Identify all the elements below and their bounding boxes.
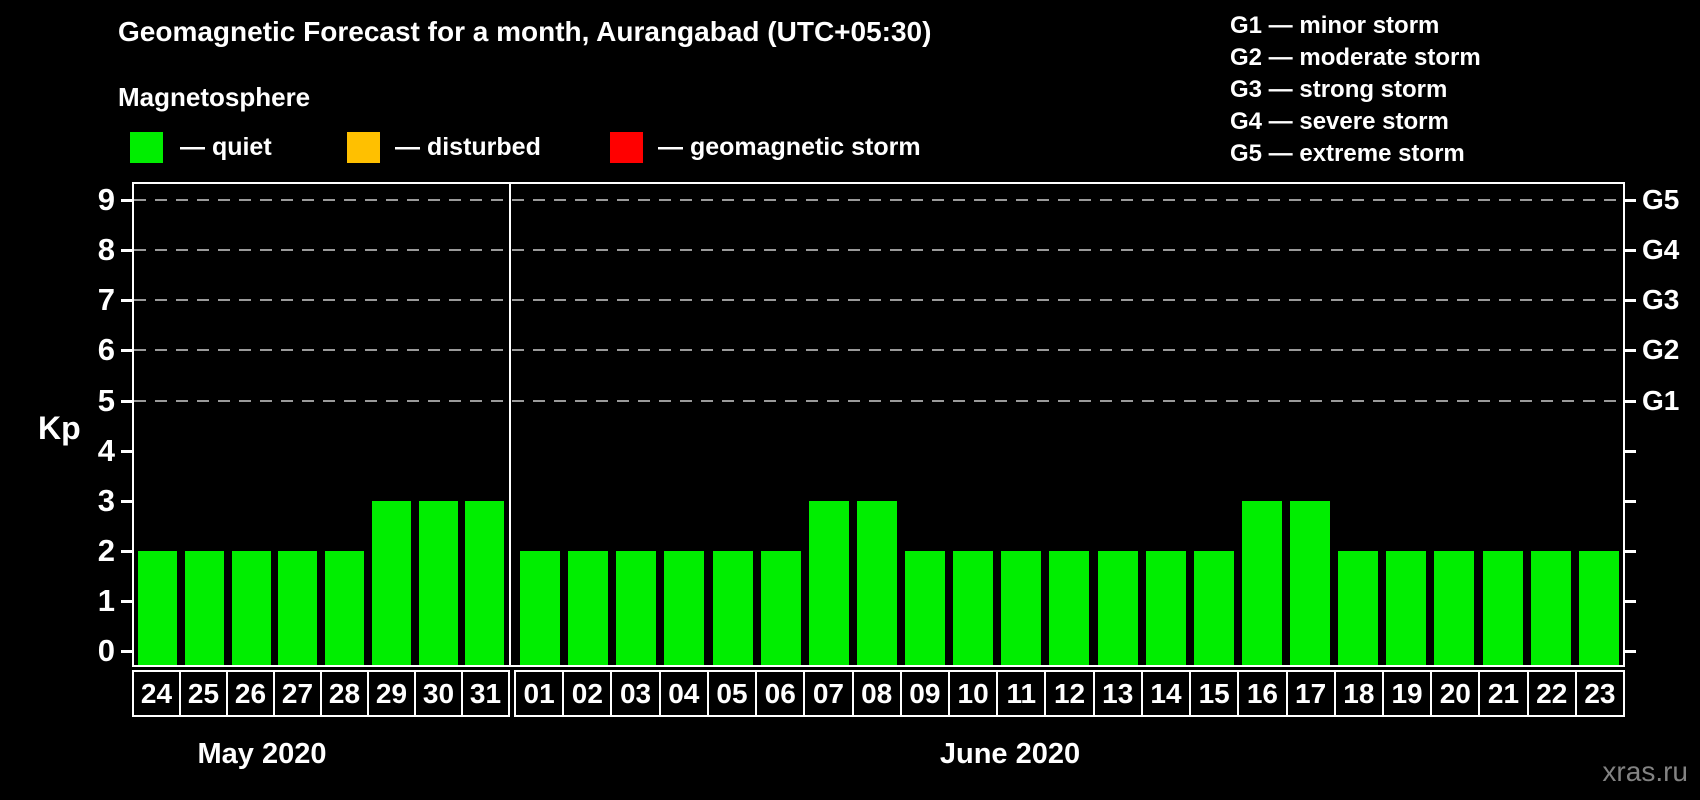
kp-tick-left-6 (121, 349, 132, 352)
kp-tick-right-5 (1625, 400, 1636, 403)
kp-tick-label-1: 1 (97, 583, 115, 618)
g-scale-label-G3: G3 (1642, 284, 1680, 315)
storm-scale-line-1: G1 — minor storm (1230, 12, 1440, 39)
kp-tick-label-9: 9 (97, 182, 115, 217)
kp-tick-left-8 (121, 249, 132, 252)
kp-tick-right-6 (1625, 349, 1636, 352)
day-label-01: 01 (514, 670, 565, 717)
kp-tick-left-0 (121, 650, 132, 653)
day-label-25: 25 (181, 670, 228, 717)
kp-tick-left-5 (121, 400, 132, 403)
day-label-13: 13 (1094, 670, 1143, 717)
legend-label-disturbed: — disturbed (395, 132, 541, 161)
day-label-11: 11 (998, 670, 1047, 717)
day-label-23: 23 (1576, 670, 1626, 717)
day-label-30: 30 (416, 670, 463, 717)
day-label-07: 07 (805, 670, 854, 717)
storm-scale-line-3: G3 — strong storm (1230, 76, 1448, 103)
kp-tick-right-0 (1625, 650, 1636, 653)
kp-tick-left-3 (121, 500, 132, 503)
day-label-24: 24 (132, 670, 181, 717)
quiet-color-swatch (130, 131, 163, 163)
kp-tick-right-9 (1625, 199, 1636, 202)
kp-tick-label-2: 2 (97, 533, 115, 568)
day-label-29: 29 (369, 670, 416, 717)
day-label-18: 18 (1335, 670, 1384, 717)
legend-item-geomagnetic-storm: — geomagnetic storm (610, 131, 921, 163)
day-label-31: 31 (463, 670, 510, 717)
legend-item-quiet: — quiet (130, 131, 272, 163)
kp-tick-label-7: 7 (97, 282, 115, 317)
legend-label-quiet: — quiet (180, 132, 272, 161)
kp-tick-left-2 (121, 550, 132, 553)
day-label-03: 03 (612, 670, 661, 717)
legend-label-geomagnetic-storm: — geomagnetic storm (658, 132, 921, 161)
g-scale-label-G5: G5 (1642, 184, 1680, 215)
kp-tick-right-8 (1625, 249, 1636, 252)
day-label-09: 09 (901, 670, 950, 717)
chart-title: Geomagnetic Forecast for a month, Aurang… (118, 16, 932, 47)
kp-tick-left-4 (121, 450, 132, 453)
g-scale-label-G1: G1 (1642, 385, 1680, 416)
day-label-04: 04 (660, 670, 709, 717)
day-label-17: 17 (1287, 670, 1336, 717)
day-label-06: 06 (757, 670, 806, 717)
kp-tick-right-1 (1625, 600, 1636, 603)
kp-tick-right-4 (1625, 450, 1636, 453)
day-axis-2: 01 02 03 04 05 06 07 08 09 10 11 12 13 14 15 16 17 18 19 20… (514, 670, 1626, 717)
day-label-10: 10 (949, 670, 999, 717)
day-label-26: 26 (228, 670, 275, 717)
disturbed-color-swatch (347, 131, 380, 163)
kp-tick-label-6: 6 (97, 332, 115, 367)
kp-tick-right-3 (1625, 500, 1636, 503)
kp-tick-label-8: 8 (97, 232, 115, 267)
magnetosphere-legend-title: Magnetosphere (118, 82, 311, 112)
month-label-1: May 2020 (197, 738, 327, 770)
day-label-15: 15 (1191, 670, 1240, 717)
day-label-02: 02 (564, 670, 613, 717)
storm-scale-legend: G1 — minor storm G2 — moderate storm G3 — … (1230, 10, 1481, 170)
kp-tick-left-7 (121, 299, 132, 302)
storm-scale-line-5: G5 — extreme storm (1230, 140, 1465, 167)
day-label-16: 16 (1239, 670, 1288, 717)
day-label-08: 08 (853, 670, 902, 717)
day-label-22: 22 (1528, 670, 1577, 717)
storm-scale-line-2: G2 — moderate storm (1230, 44, 1481, 71)
day-label-28: 28 (322, 670, 369, 717)
day-label-12: 12 (1046, 670, 1095, 717)
kp-tick-right-2 (1625, 550, 1636, 553)
day-label-14: 14 (1142, 670, 1192, 717)
geomagnetic-storm-color-swatch (610, 131, 643, 163)
g-scale-label-G4: G4 (1642, 234, 1680, 265)
day-label-20: 20 (1432, 670, 1481, 717)
kp-tick-left-1 (121, 600, 132, 603)
kp-tick-left-9 (121, 199, 132, 202)
plot-area (132, 182, 1625, 667)
day-label-27: 27 (275, 670, 322, 717)
month-label-2: June 2020 (939, 738, 1081, 770)
watermark: xras.ru (1602, 756, 1688, 787)
kp-tick-label-0: 0 (97, 633, 115, 668)
day-label-21: 21 (1480, 670, 1529, 717)
kp-tick-label-3: 3 (97, 483, 115, 518)
kp-tick-right-7 (1625, 299, 1636, 302)
y-axis-label-kp: Kp (38, 410, 81, 446)
legend-item-disturbed: — disturbed (347, 131, 541, 163)
storm-scale-line-4: G4 — severe storm (1230, 108, 1449, 135)
day-axis-1: 24 25 26 27 28 29 30 31 (132, 670, 510, 717)
day-label-05: 05 (708, 670, 758, 717)
day-label-19: 19 (1383, 670, 1433, 717)
g-scale-label-G2: G2 (1642, 334, 1680, 365)
